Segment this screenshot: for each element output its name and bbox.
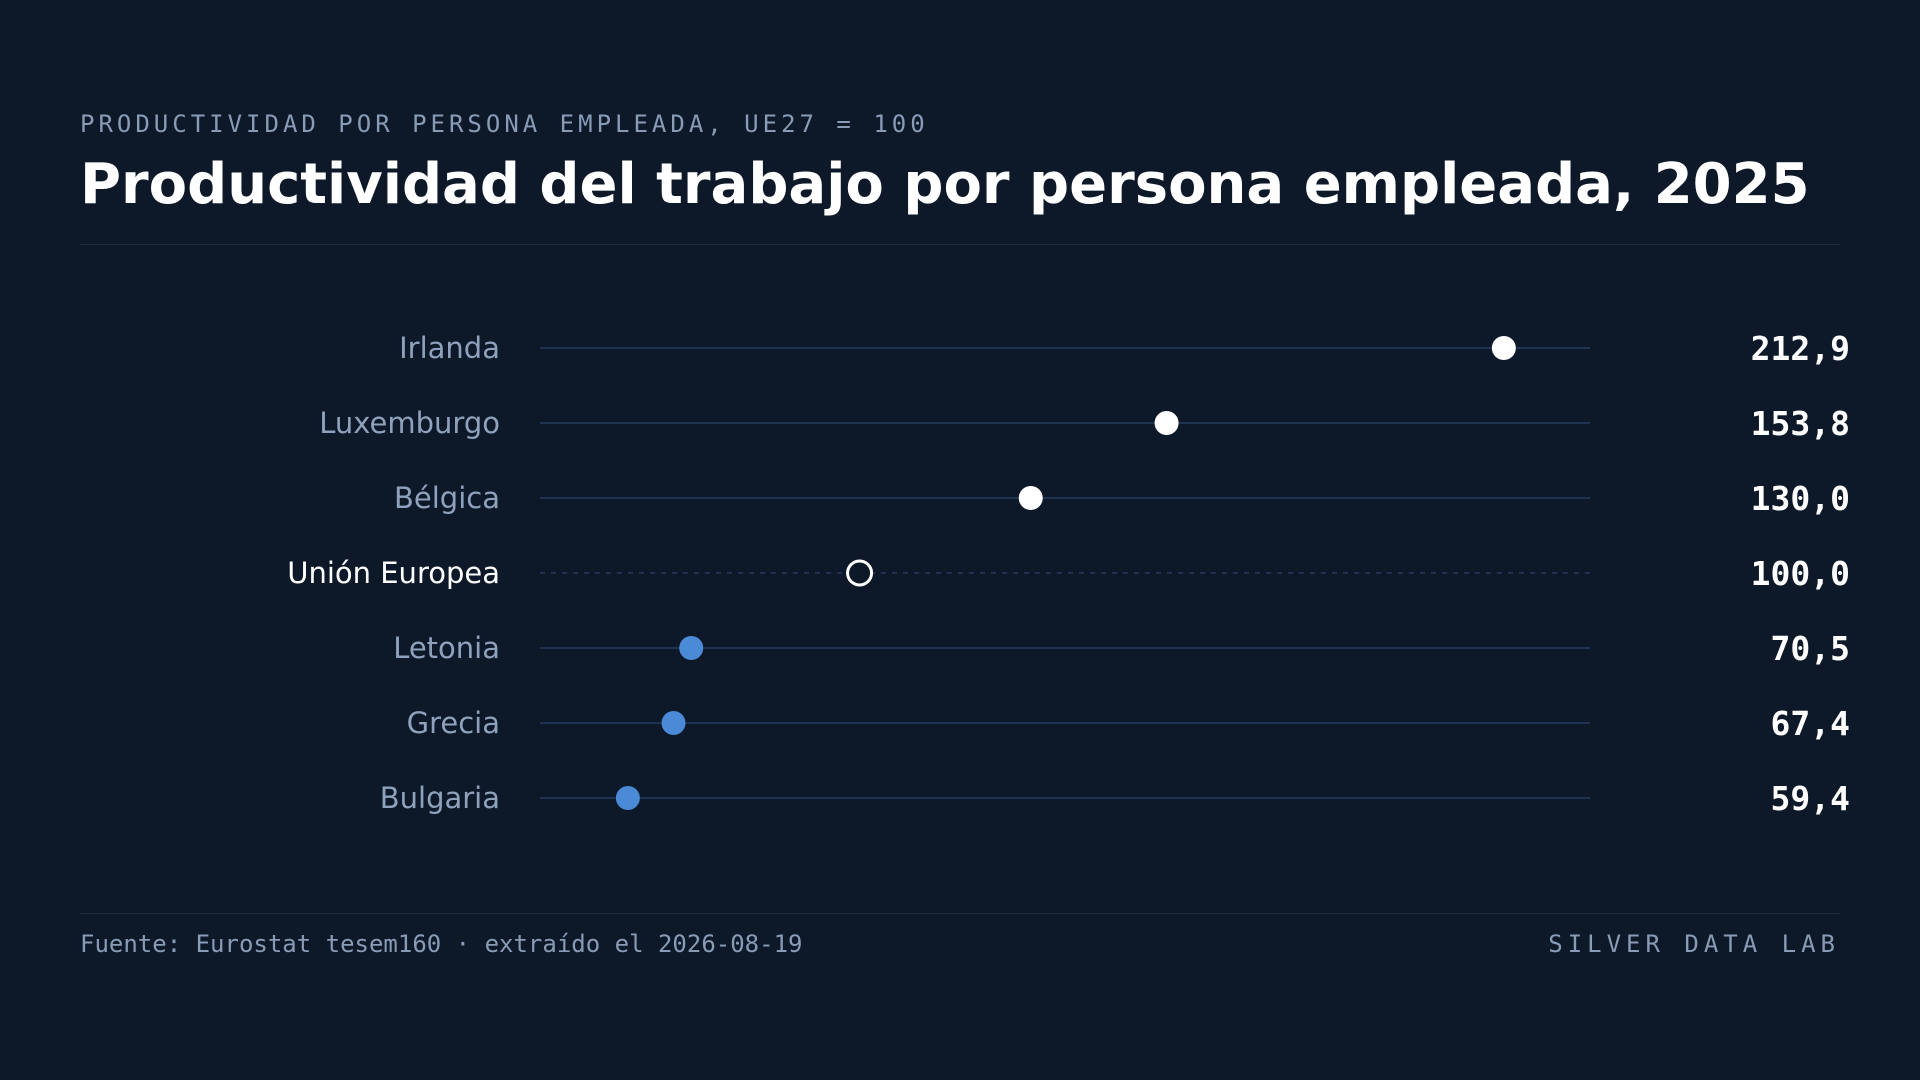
chart-title: Productividad del trabajo por persona em… (80, 152, 1810, 217)
value-label: 70,5 (1771, 629, 1850, 668)
header-divider (80, 244, 1840, 245)
data-dot (679, 636, 704, 660)
category-label: Bélgica (394, 481, 500, 515)
dot-plot: Irlanda 212,9 Luxemburgo 153,8 Bélgica 130,0 U… (287, 329, 1850, 818)
category-label: Letonia (393, 631, 500, 665)
footer-divider (80, 913, 1840, 914)
data-dot (1018, 486, 1043, 510)
data-dot (1154, 411, 1179, 435)
value-label: 153,8 (1751, 404, 1850, 443)
reference-dot (846, 559, 874, 587)
value-label: 130,0 (1751, 479, 1850, 518)
category-label: Irlanda (399, 331, 500, 365)
brand-label: SILVER DATA LAB (1548, 930, 1840, 958)
value-label: 67,4 (1771, 704, 1850, 743)
chart-subtitle: PRODUCTIVIDAD POR PERSONA EMPLEADA, UE27… (80, 110, 929, 138)
data-dot (615, 786, 640, 810)
category-label: Grecia (407, 706, 500, 740)
value-label: 212,9 (1751, 329, 1850, 368)
category-label: Unión Europea (287, 556, 500, 590)
category-label: Bulgaria (380, 781, 500, 815)
value-label: 100,0 (1751, 554, 1850, 593)
data-dot (661, 711, 686, 735)
data-dot (1491, 336, 1516, 360)
source-note: Fuente: Eurostat tesem160 · extraído el … (80, 930, 803, 958)
category-label: Luxemburgo (319, 406, 500, 440)
value-label: 59,4 (1771, 779, 1850, 818)
